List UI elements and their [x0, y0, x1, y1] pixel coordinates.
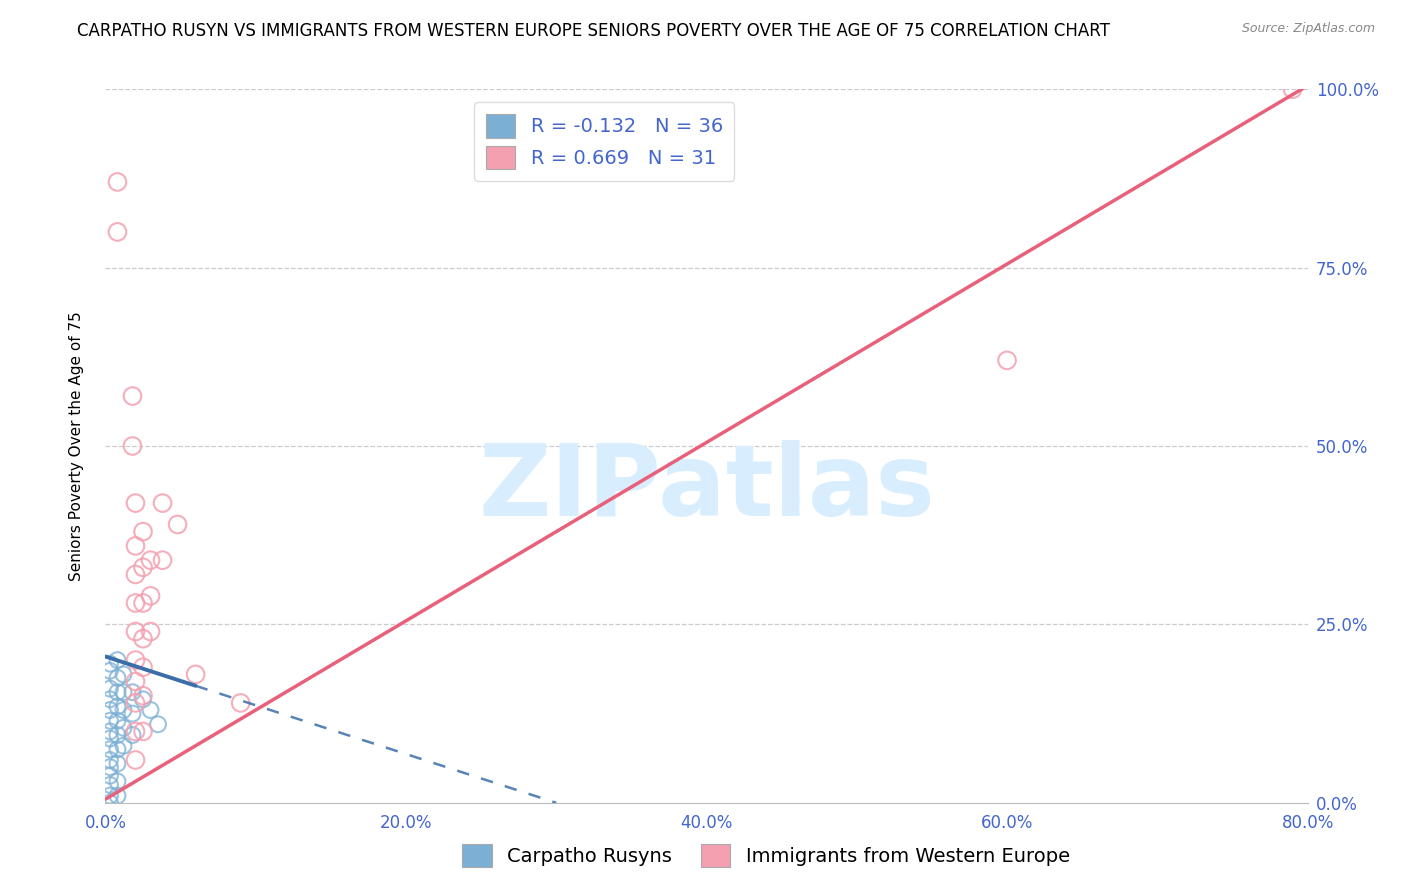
- Point: [107, 789, 129, 803]
- Point: [139, 703, 162, 717]
- Point: [124, 567, 146, 582]
- Point: [124, 696, 146, 710]
- Point: [107, 225, 129, 239]
- Point: [132, 632, 155, 646]
- Point: [98, 731, 121, 746]
- Point: [132, 689, 155, 703]
- Legend: R = -0.132   N = 36, R = 0.669   N = 31: R = -0.132 N = 36, R = 0.669 N = 31: [474, 103, 734, 181]
- Point: [107, 774, 129, 789]
- Point: [121, 706, 143, 721]
- Point: [107, 742, 129, 756]
- Point: [124, 753, 146, 767]
- Point: [121, 728, 143, 742]
- Point: [995, 353, 1018, 368]
- Point: [98, 742, 121, 756]
- Legend: Carpatho Rusyns, Immigrants from Western Europe: Carpatho Rusyns, Immigrants from Western…: [454, 836, 1078, 875]
- Point: [152, 553, 174, 567]
- Point: [139, 589, 162, 603]
- Point: [132, 660, 155, 674]
- Point: [107, 175, 129, 189]
- Point: [98, 789, 121, 803]
- Point: [139, 624, 162, 639]
- Point: [98, 760, 121, 774]
- Point: [132, 724, 155, 739]
- Point: [107, 653, 129, 667]
- Point: [112, 739, 135, 753]
- Point: [98, 692, 121, 706]
- Point: [98, 681, 121, 696]
- Point: [132, 596, 155, 610]
- Point: [124, 653, 146, 667]
- Text: ZIPatlas: ZIPatlas: [478, 441, 935, 537]
- Point: [98, 778, 121, 792]
- Point: [98, 769, 121, 783]
- Point: [132, 692, 155, 706]
- Point: [107, 699, 129, 714]
- Point: [107, 685, 129, 699]
- Point: [139, 553, 162, 567]
- Point: [98, 753, 121, 767]
- Point: [184, 667, 207, 681]
- Point: [229, 696, 252, 710]
- Point: [121, 685, 143, 699]
- Point: [124, 674, 146, 689]
- Point: [124, 596, 146, 610]
- Y-axis label: Seniors Poverty Over the Age of 75: Seniors Poverty Over the Age of 75: [69, 311, 84, 581]
- Point: [132, 524, 155, 539]
- Point: [124, 724, 146, 739]
- Point: [98, 657, 121, 671]
- Point: [98, 714, 121, 728]
- Point: [124, 624, 146, 639]
- Point: [112, 703, 135, 717]
- Point: [107, 714, 129, 728]
- Point: [132, 560, 155, 574]
- Point: [112, 721, 135, 735]
- Point: [124, 539, 146, 553]
- Point: [107, 671, 129, 685]
- Point: [166, 517, 188, 532]
- Text: Source: ZipAtlas.com: Source: ZipAtlas.com: [1241, 22, 1375, 36]
- Point: [1281, 82, 1303, 96]
- Point: [107, 756, 129, 771]
- Point: [98, 664, 121, 678]
- Point: [121, 389, 143, 403]
- Point: [98, 703, 121, 717]
- Point: [124, 496, 146, 510]
- Point: [112, 685, 135, 699]
- Point: [107, 728, 129, 742]
- Text: CARPATHO RUSYN VS IMMIGRANTS FROM WESTERN EUROPE SENIORS POVERTY OVER THE AGE OF: CARPATHO RUSYN VS IMMIGRANTS FROM WESTER…: [77, 22, 1111, 40]
- Point: [98, 796, 121, 810]
- Point: [112, 667, 135, 681]
- Point: [98, 724, 121, 739]
- Point: [146, 717, 169, 731]
- Point: [152, 496, 174, 510]
- Point: [121, 439, 143, 453]
